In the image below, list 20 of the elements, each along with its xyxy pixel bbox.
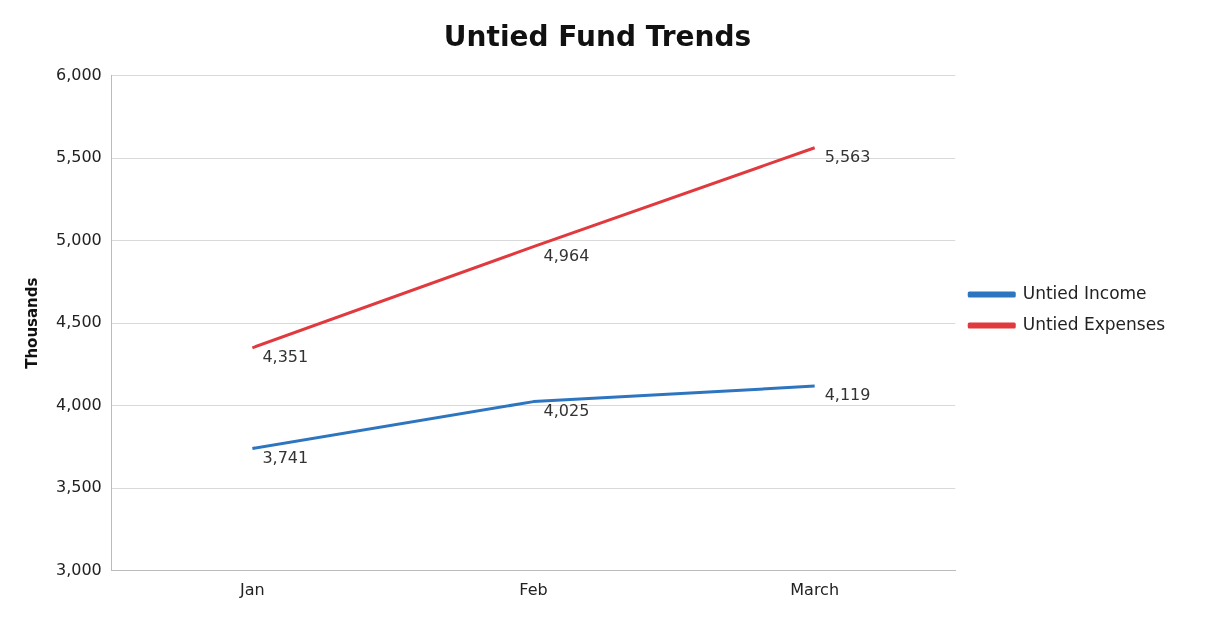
y-tick-label: 5,500 bbox=[55, 147, 102, 167]
y-tick-label: 3,000 bbox=[55, 559, 102, 579]
y-tick-label: 5,000 bbox=[55, 229, 102, 249]
y-tick-label: 6,000 bbox=[55, 64, 102, 84]
y-tick-label: 3,500 bbox=[55, 477, 102, 497]
data-label: 4,119 bbox=[824, 385, 871, 405]
y-axis-title: Thousands bbox=[22, 277, 41, 369]
chart-title: Untied Fund Trends bbox=[443, 20, 752, 54]
data-label: 4,351 bbox=[262, 346, 309, 366]
x-tick-label: Jan bbox=[239, 579, 265, 599]
data-label: 3,741 bbox=[262, 447, 309, 467]
x-tick-label: March bbox=[790, 579, 840, 599]
y-tick-label: 4,500 bbox=[55, 312, 102, 332]
legend-label: Untied Income bbox=[1022, 282, 1147, 303]
legend-label: Untied Expenses bbox=[1022, 313, 1166, 334]
data-label: 4,025 bbox=[543, 400, 590, 420]
y-tick-label: 4,000 bbox=[55, 394, 102, 414]
data-label: 4,964 bbox=[543, 245, 590, 265]
data-label: 5,563 bbox=[824, 146, 871, 166]
x-tick-label: Feb bbox=[519, 579, 548, 599]
